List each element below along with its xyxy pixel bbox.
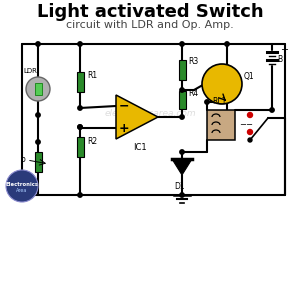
Text: R1: R1 <box>87 72 97 80</box>
Text: +: + <box>119 122 129 135</box>
Bar <box>34 83 41 95</box>
Circle shape <box>78 106 82 110</box>
Circle shape <box>248 138 252 142</box>
Circle shape <box>6 170 38 202</box>
Bar <box>178 60 185 80</box>
Circle shape <box>205 100 209 104</box>
Circle shape <box>78 125 82 129</box>
Text: Light activated Switch: Light activated Switch <box>37 3 263 21</box>
Circle shape <box>78 42 82 46</box>
Text: Area: Area <box>16 188 28 193</box>
Circle shape <box>180 150 184 154</box>
Text: R3: R3 <box>188 56 198 65</box>
Bar <box>207 110 235 140</box>
Text: circuit with LDR and Op. Amp.: circuit with LDR and Op. Amp. <box>66 20 234 30</box>
Text: LDR: LDR <box>23 68 37 74</box>
Circle shape <box>180 88 184 92</box>
Text: +: + <box>280 45 288 55</box>
Bar <box>76 72 83 92</box>
Circle shape <box>225 42 229 46</box>
Text: R2: R2 <box>87 136 97 146</box>
Circle shape <box>180 42 184 46</box>
Text: D1: D1 <box>175 182 185 191</box>
Text: −: − <box>119 100 129 113</box>
Text: R4: R4 <box>188 89 198 98</box>
Polygon shape <box>172 159 192 175</box>
Bar <box>76 137 83 157</box>
Circle shape <box>78 125 82 129</box>
Circle shape <box>248 129 253 135</box>
Text: Electronics: Electronics <box>5 182 38 186</box>
Circle shape <box>36 42 40 46</box>
Circle shape <box>270 108 274 112</box>
Circle shape <box>202 64 242 104</box>
Circle shape <box>180 115 184 119</box>
Text: Q1: Q1 <box>244 72 255 80</box>
Bar <box>34 152 41 172</box>
Circle shape <box>26 77 50 101</box>
Text: −−: −− <box>239 120 253 129</box>
Text: IC1: IC1 <box>133 143 147 152</box>
Bar <box>178 91 185 109</box>
Text: RL1: RL1 <box>212 97 226 106</box>
Circle shape <box>78 193 82 197</box>
Text: electronicsarea.com: electronicsarea.com <box>104 109 196 118</box>
Text: P: P <box>20 158 25 166</box>
Circle shape <box>248 113 253 118</box>
Circle shape <box>36 113 40 117</box>
Circle shape <box>180 193 184 197</box>
Text: B: B <box>277 56 282 65</box>
Circle shape <box>36 140 40 144</box>
Polygon shape <box>116 95 158 139</box>
